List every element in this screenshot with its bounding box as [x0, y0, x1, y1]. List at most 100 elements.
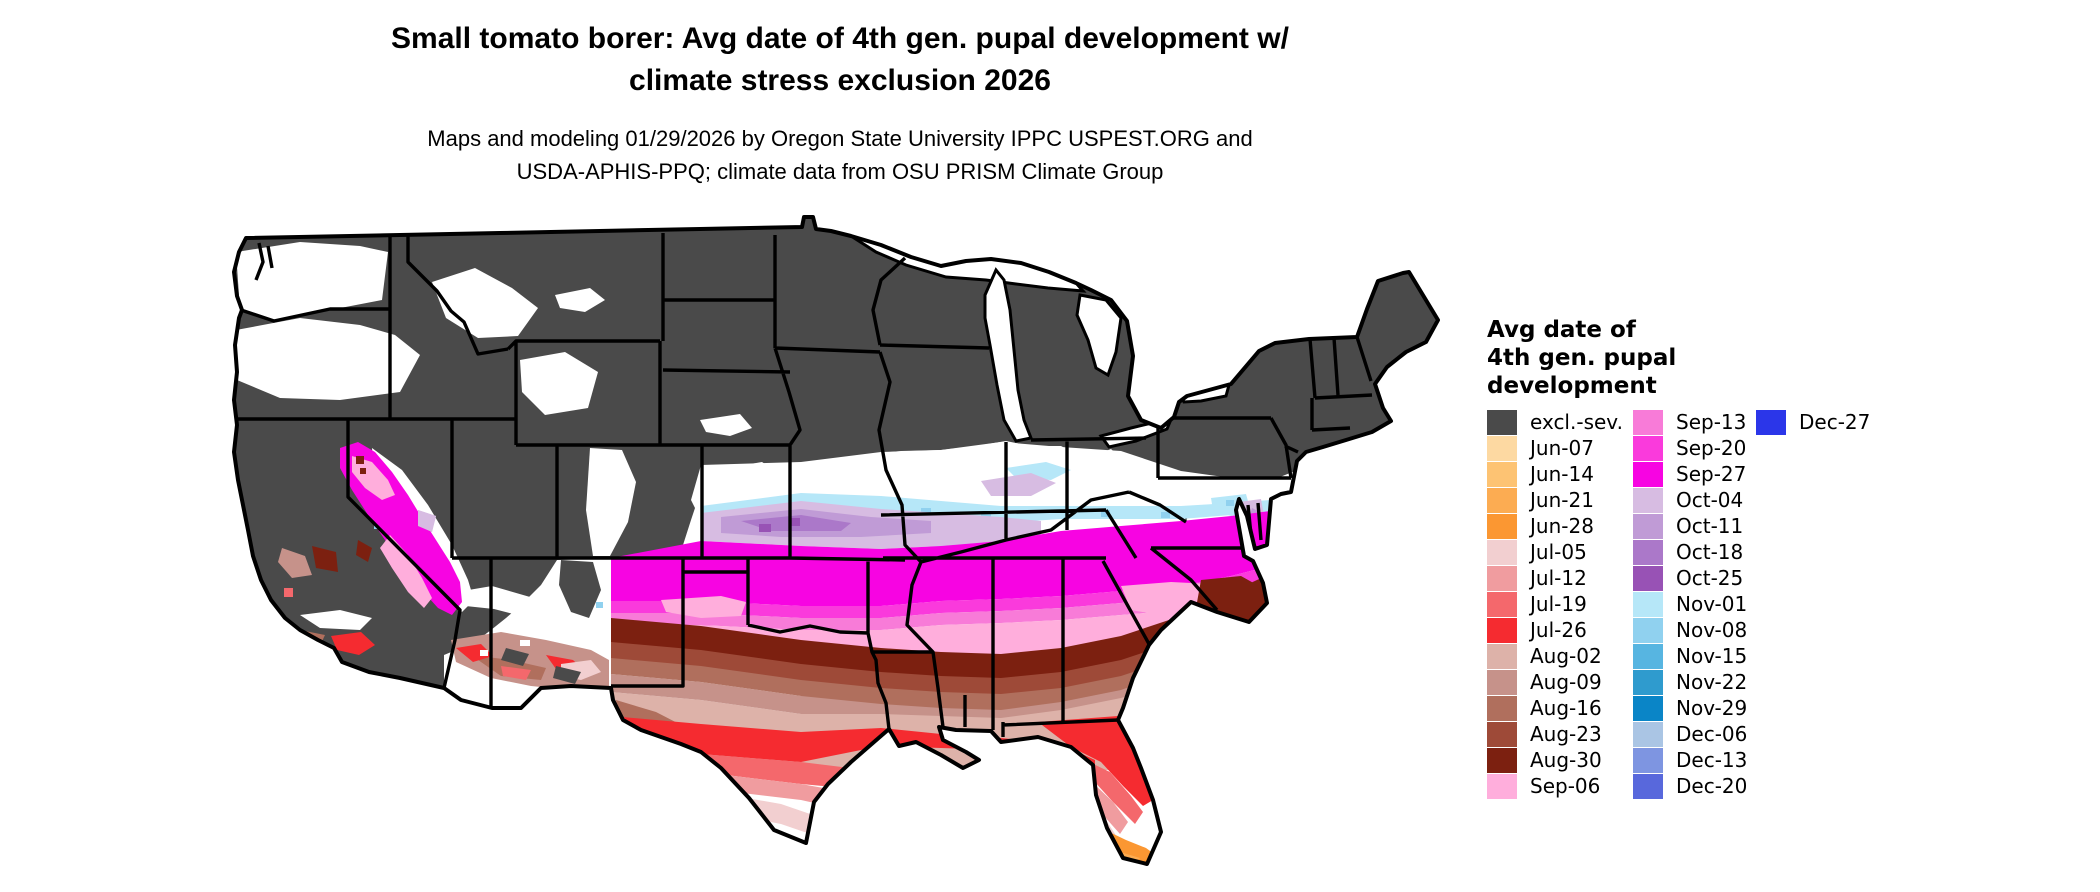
lake-michigan [983, 267, 1034, 443]
legend-entry-jul19: Jul-19 [1487, 591, 1633, 617]
legend-swatch-aug09 [1487, 669, 1517, 695]
legend-swatch-oct04 [1633, 487, 1663, 513]
legend-label-jun07: Jun-07 [1530, 436, 1594, 460]
legend-swatch-dec27 [1756, 409, 1786, 435]
map-band-jul12 [611, 762, 1128, 834]
legend-column-2: Sep-13 Sep-20 Sep-27 Oct-04 Oct-11 Oct-18 Oct-… [1633, 409, 1756, 799]
legend-swatch-sep13 [1633, 409, 1663, 435]
legend-label-oct04: Oct-04 [1676, 488, 1744, 512]
legend-label-aug23: Aug-23 [1530, 722, 1602, 746]
state-borders [234, 233, 1373, 737]
legend-swatch-jun14 [1487, 461, 1517, 487]
legend-swatch-sep20 [1633, 435, 1663, 461]
legend-swatch-jul12 [1487, 565, 1517, 591]
legend-entry-oct18: Oct-18 [1633, 539, 1756, 565]
legend-label-dec27: Dec-27 [1799, 410, 1871, 434]
map-band-sep27 [611, 506, 1295, 740]
legend-entry-oct04: Oct-04 [1633, 487, 1756, 513]
legend-swatch-jul05 [1487, 539, 1517, 565]
legend-entry-sep20: Sep-20 [1633, 435, 1756, 461]
legend-column-3: Dec-27 [1756, 409, 1870, 435]
legend-label-oct25: Oct-25 [1676, 566, 1744, 590]
legend-swatch-oct18 [1633, 539, 1663, 565]
legend-label-excl: excl.-sev. [1530, 410, 1623, 434]
legend-title-line-3: development [1487, 373, 1657, 399]
us-map [230, 212, 1450, 884]
legend-entry-nov01: Nov-01 [1633, 591, 1756, 617]
legend-swatch-oct11 [1633, 513, 1663, 539]
legend-label-jun28: Jun-28 [1530, 514, 1594, 538]
legend-entry-aug16: Aug-16 [1487, 695, 1633, 721]
legend-swatch-nov29 [1633, 695, 1663, 721]
legend-label-nov08: Nov-08 [1676, 618, 1748, 642]
legend-label-dec06: Dec-06 [1676, 722, 1748, 746]
legend-label-dec13: Dec-13 [1676, 748, 1748, 772]
legend-column-1: excl.-sev. Jun-07 Jun-14 Jun-21 Jun-28 Jul-05… [1487, 409, 1633, 799]
legend-swatch-jun21 [1487, 487, 1517, 513]
legend-entry-aug09: Aug-09 [1487, 669, 1633, 695]
legend-label-jul12: Jul-12 [1530, 566, 1587, 590]
legend-swatch-oct25 [1633, 565, 1663, 591]
legend-label-nov29: Nov-29 [1676, 696, 1748, 720]
legend-swatch-excl [1487, 409, 1517, 435]
legend-entry-dec27: Dec-27 [1756, 409, 1870, 435]
legend-swatch-jun28 [1487, 513, 1517, 539]
subtitle-line-1: Maps and modeling 01/29/2026 by Oregon S… [427, 126, 1253, 151]
legend-entry-nov08: Nov-08 [1633, 617, 1756, 643]
title-line-2: climate stress exclusion 2026 [629, 64, 1051, 97]
legend-swatch-jul26 [1487, 617, 1517, 643]
legend-columns: excl.-sev. Jun-07 Jun-14 Jun-21 Jun-28 Jul-05… [1487, 409, 1967, 799]
legend-entry-dec13: Dec-13 [1633, 747, 1756, 773]
legend-swatch-aug23 [1487, 721, 1517, 747]
legend-label-jul05: Jul-05 [1530, 540, 1587, 564]
lake-huron [1075, 293, 1123, 378]
legend-swatch-sep27 [1633, 461, 1663, 487]
legend-swatch-nov08 [1633, 617, 1663, 643]
legend-label-jul26: Jul-26 [1530, 618, 1587, 642]
legend-entry-nov29: Nov-29 [1633, 695, 1756, 721]
legend-entry-dec20: Dec-20 [1633, 773, 1756, 799]
legend-swatch-aug30 [1487, 747, 1517, 773]
legend-entry-sep06: Sep-06 [1487, 773, 1633, 799]
legend-label-jul19: Jul-19 [1530, 592, 1587, 616]
legend-entry-jul26: Jul-26 [1487, 617, 1633, 643]
legend-entry-aug23: Aug-23 [1487, 721, 1633, 747]
legend-label-sep27: Sep-27 [1676, 462, 1747, 486]
legend-label-sep20: Sep-20 [1676, 436, 1747, 460]
legend-entry-nov22: Nov-22 [1633, 669, 1756, 695]
map-band-jun14 [1098, 867, 1150, 875]
legend-swatch-aug16 [1487, 695, 1517, 721]
legend-entry-oct11: Oct-11 [1633, 513, 1756, 539]
legend-swatch-dec13 [1633, 747, 1663, 773]
legend-entry-sep27: Sep-27 [1633, 461, 1756, 487]
us-outline [232, 215, 1440, 866]
legend-entry-excl: excl.-sev. [1487, 409, 1633, 435]
mountain-gray-overlays [501, 560, 601, 684]
legend-entry-jun28: Jun-28 [1487, 513, 1633, 539]
legend-label-aug09: Aug-09 [1530, 670, 1602, 694]
legend-entry-aug30: Aug-30 [1487, 747, 1633, 773]
great-lakes [850, 234, 1232, 449]
us-map-svg [232, 215, 1440, 875]
legend-title: Avg date of 4th gen. pupal development [1487, 316, 1967, 400]
legend-entry-jun07: Jun-07 [1487, 435, 1633, 461]
legend-label-jun14: Jun-14 [1530, 462, 1594, 486]
legend-label-aug02: Aug-02 [1530, 644, 1602, 668]
legend-label-jun21: Jun-21 [1530, 488, 1594, 512]
legend-label-sep13: Sep-13 [1676, 410, 1747, 434]
legend-swatch-nov22 [1633, 669, 1663, 695]
legend-label-aug16: Aug-16 [1530, 696, 1602, 720]
legend-label-aug30: Aug-30 [1530, 748, 1602, 772]
legend-label-dec20: Dec-20 [1676, 774, 1748, 798]
legend-entry-jul05: Jul-05 [1487, 539, 1633, 565]
legend-entry-oct25: Oct-25 [1633, 565, 1756, 591]
legend-entry-dec06: Dec-06 [1633, 721, 1756, 747]
subtitle-line-2: USDA-APHIS-PPQ; climate data from OSU PR… [516, 159, 1164, 184]
legend-swatch-sep06 [1487, 773, 1517, 799]
map-band-aug23 [611, 584, 1295, 694]
map-band-aug30 [312, 540, 1295, 678]
california-valley [340, 442, 462, 615]
legend-label-nov01: Nov-01 [1676, 592, 1748, 616]
legend-entry-sep13: Sep-13 [1633, 409, 1756, 435]
